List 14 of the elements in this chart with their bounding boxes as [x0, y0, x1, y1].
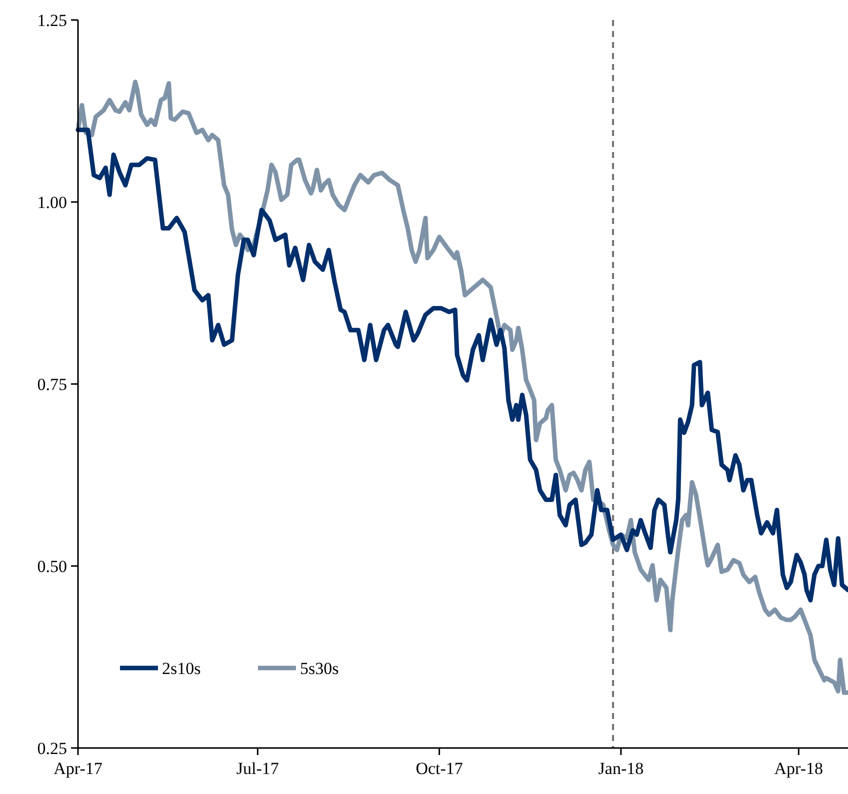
legend-label: 2s10s: [162, 658, 201, 678]
legend-label: 5s30s: [300, 658, 339, 678]
y-tick-label: 1.25: [37, 10, 67, 30]
y-tick-label: 0.75: [37, 374, 67, 394]
y-tick-label: 0.50: [37, 556, 67, 576]
line-series: [76, 80, 848, 695]
line-series: [76, 128, 848, 602]
x-tick-label: Jul-17: [236, 759, 280, 778]
x-tick-label: Jan-18: [598, 759, 644, 778]
x-tick-label: Apr-18: [774, 759, 824, 778]
x-tick-label: Apr-17: [54, 759, 103, 778]
y-tick-label: 0.25: [37, 738, 67, 758]
x-tick-label: Oct-17: [416, 759, 464, 778]
y-tick-label: 1.00: [37, 192, 67, 212]
